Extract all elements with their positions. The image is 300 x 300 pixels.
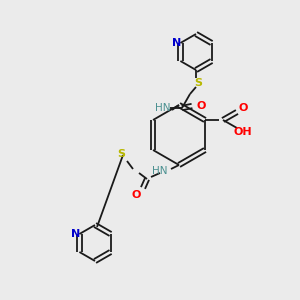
Text: O: O: [131, 190, 141, 200]
Text: N: N: [172, 38, 181, 48]
Text: HN: HN: [155, 103, 171, 113]
Text: S: S: [194, 78, 202, 88]
Text: N: N: [71, 229, 80, 239]
Text: HN: HN: [152, 166, 168, 176]
Text: O: O: [196, 101, 206, 111]
Text: OH: OH: [234, 127, 252, 137]
Text: S: S: [117, 149, 125, 159]
Text: O: O: [238, 103, 248, 113]
